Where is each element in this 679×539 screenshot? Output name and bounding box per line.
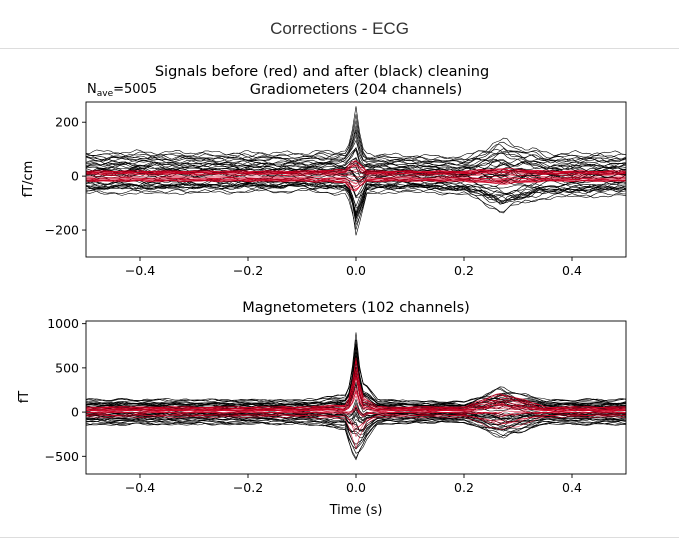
gradiometers-before-trace-17: [86, 178, 626, 187]
magnetometers-x-tick-label: 0.0: [346, 480, 366, 495]
magnetometers-after-trace-35: [86, 354, 626, 407]
magnetometers-before-trace-19: [86, 388, 626, 412]
gradiometers-x-tick-label: 0.4: [562, 263, 582, 278]
gradiometers-x-ticks: −0.4 −0.2 0.0 0.2 0.4: [125, 257, 582, 278]
gradiometers-before-trace-21: [86, 180, 626, 192]
gradiometers-traces: [86, 106, 626, 236]
magnetometers-after-trace-15: [86, 420, 626, 461]
gradiometers-after-trace-18: [86, 134, 626, 166]
magnetometers-x-tick-label: 0.2: [454, 480, 474, 495]
magnetometers-y-ticks: 1000 500 0 −500: [45, 316, 86, 464]
magnetometers-before-trace-17: [86, 370, 626, 409]
gradiometers-before-trace-15: [86, 179, 626, 190]
gradiometers-after-trace-35: [86, 106, 626, 160]
gradiometers-after-trace-4: [86, 187, 626, 236]
magnetometers-after-trace-37: [86, 418, 626, 445]
gradiometers-y-axis-label: fT/cm: [21, 161, 36, 198]
gradiometers-after-trace-28: [86, 178, 626, 198]
gradiometers-after-trace-0: [86, 149, 626, 172]
gradiometers-after-trace-23: [86, 180, 626, 217]
gradiometers-before-trace-9: [86, 169, 626, 175]
gradiometers-after-trace-22: [86, 183, 626, 224]
gradiometers-before-trace-18: [86, 160, 626, 173]
magnetometers-y-tick-label: 500: [55, 360, 79, 375]
gradiometers-after-trace-34: [86, 114, 626, 161]
gradiometers-x-tick-label: −0.4: [125, 263, 155, 278]
gradiometers-y-ticks: 200 0 −200: [45, 115, 86, 238]
magnetometers-panel: Magnetometers (102 channels) −0.4 −0.2 0.0…: [17, 300, 627, 518]
gradiometers-after-trace-26: [86, 157, 626, 171]
gradiometers-after-trace-36: [86, 183, 626, 220]
gradiometers-y-tick-label: −200: [45, 223, 79, 238]
magnetometers-x-tick-label: −0.4: [125, 480, 155, 495]
magnetometers-after-trace-24: [86, 332, 626, 404]
gradiometers-after-trace-32: [86, 188, 626, 230]
magnetometers-x-tick-label: −0.2: [233, 480, 263, 495]
magnetometers-traces: [86, 332, 626, 461]
magnetometers-before-trace-20: [86, 376, 626, 411]
gradiometers-before-trace-10: [86, 164, 626, 175]
gradiometers-after-trace-29: [86, 167, 626, 177]
magnetometers-after-trace-31: [86, 416, 626, 435]
gradiometers-y-tick-label: 200: [55, 115, 79, 130]
gradiometers-x-tick-label: −0.2: [233, 263, 263, 278]
magnetometers-before-trace-4: [86, 391, 626, 412]
gradiometers-before-trace-14: [86, 165, 626, 174]
gradiometers-after-trace-31: [86, 120, 626, 162]
nave-subscript: ave: [97, 89, 114, 99]
magnetometers-y-tick-label: 1000: [47, 316, 79, 331]
magnetometers-before-trace-9: [86, 377, 626, 411]
gradiometers-after-trace-11: [86, 176, 626, 197]
magnetometers-after-trace-34: [86, 411, 626, 425]
gradiometers-after-trace-6: [86, 125, 626, 165]
magnetometers-x-tick-label: 0.4: [562, 480, 582, 495]
magnetometers-before-trace-0: [86, 414, 626, 438]
magnetometers-before-trace-13: [86, 416, 626, 450]
magnetometers-before-trace-21: [86, 408, 626, 418]
gradiometers-title: Gradiometers (204 channels): [250, 82, 463, 98]
magnetometers-after-trace-41: [86, 420, 626, 454]
magnetometers-before-trace-15: [86, 395, 626, 412]
gradiometers-after-trace-27: [86, 184, 626, 226]
gradiometers-after-trace-41: [86, 180, 626, 214]
magnetometers-before-trace-7: [86, 414, 626, 428]
magnetometers-before-trace-8: [86, 404, 626, 418]
gradiometers-before-trace-19: [86, 175, 626, 178]
gradiometers-after-trace-2: [86, 139, 626, 167]
gradiometers-y-tick-label: 0: [71, 169, 79, 184]
nave-label: N: [87, 82, 97, 97]
magnetometers-after-trace-10: [86, 343, 626, 406]
gradiometers-x-tick-label: 0.0: [346, 263, 366, 278]
magnetometers-y-tick-label: 0: [71, 405, 79, 420]
gradiometers-x-tick-label: 0.2: [454, 263, 474, 278]
figure: Signals before (red) and after (black) c…: [17, 64, 627, 518]
magnetometers-before-trace-6: [86, 414, 626, 431]
gradiometers-after-trace-33: [86, 147, 626, 169]
bottom-divider: [0, 537, 679, 538]
gradiometers-before-trace-11: [86, 176, 626, 181]
magnetometers-axes-frame: [85, 320, 627, 475]
gradiometers-before-trace-12: [86, 171, 626, 176]
gradiometers-after-trace-30: [86, 129, 626, 166]
magnetometers-after-trace-28: [86, 417, 626, 438]
magnetometers-after-trace-38: [86, 413, 626, 424]
gradiometers-panel: Gradiometers (204 channels) −0.4 −0.2 0.0 0…: [21, 82, 627, 278]
magnetometers-y-axis-label: fT: [17, 391, 32, 404]
magnetometers-before-trace-18: [86, 359, 626, 408]
magnetometers-title: Magnetometers (102 channels): [242, 300, 470, 316]
nave-annotation: Nave=5005: [87, 82, 157, 99]
gradiometers-after-trace-13: [86, 181, 626, 209]
magnetometers-y-tick-label: −500: [45, 449, 79, 464]
magnetometers-x-axis-label: Time (s): [329, 503, 383, 518]
magnetometers-after-trace-39: [86, 406, 626, 421]
gradiometers-before-trace-3: [86, 160, 626, 172]
nave-value: =5005: [113, 82, 157, 97]
window-title: Corrections - ECG: [0, 0, 679, 49]
figure-suptitle: Signals before (red) and after (black) c…: [155, 64, 489, 80]
magnetometers-after-trace-33: [86, 420, 626, 459]
magnetometers-x-ticks: −0.4 −0.2 0.0 0.2 0.4: [125, 474, 582, 495]
